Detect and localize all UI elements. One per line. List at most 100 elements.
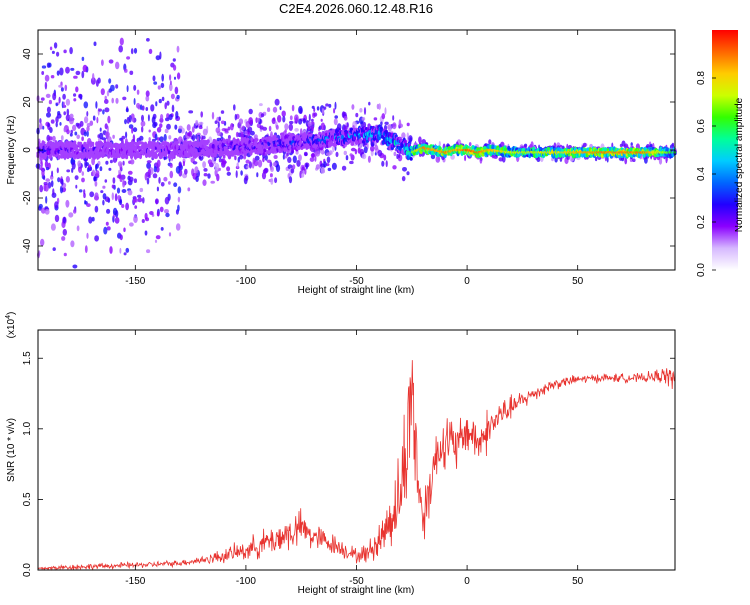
heatmap-cell [217,121,220,129]
heatmap-cell [241,125,245,131]
heatmap-cell [39,167,44,171]
heatmap-cell [132,198,136,204]
heatmap-cell [99,166,103,172]
heatmap-cell [86,130,89,137]
heatmap-cell [49,127,53,133]
colorbar-label: Normalized spectral amplitude [734,97,745,232]
heatmap-cell [86,111,89,117]
heatmap-cell [126,56,131,60]
heatmap-cell [161,96,165,102]
heatmap-cell [409,145,413,150]
heatmap-cell [326,156,331,164]
heatmap-cell [236,162,239,169]
heatmap-cell [84,200,87,205]
heatmap-cell [134,205,138,209]
heatmap-cell [157,85,161,90]
heatmap-cell [246,165,249,169]
heatmap-cell [53,42,58,49]
snr-ylabel: SNR (10 * v/v) [6,418,17,482]
heatmap-cell [107,115,111,124]
spectrogram-panel: -150 -100 -50 0 50 -40 -20 0 20 40 Height of str… [6,29,677,296]
heatmap-cell [164,196,170,205]
heatmap-cell [168,135,172,140]
heatmap-cell [46,112,51,118]
heatmap-cell [270,166,274,172]
heatmap-cell [168,114,173,121]
heatmap-cell [77,123,81,129]
heatmap-cell [161,73,164,82]
svg-text:(x104): (x104) [5,312,17,339]
heatmap-cell [78,189,83,193]
heatmap-cell [109,142,113,147]
heatmap-cell [309,157,315,163]
heatmap-cell [92,73,95,81]
heatmap-cell [136,89,140,95]
snr-x-axis: -150 -100 -50 0 50 [125,330,584,587]
heatmap-cell [55,121,58,128]
heatmap-cell [145,107,149,111]
heatmap-cell [152,173,158,179]
heatmap-cell [305,163,308,170]
heatmap-cell [99,127,102,132]
x-tick-label: -150 [125,276,145,287]
heatmap-cell [323,161,327,168]
heatmap-cell [169,83,173,92]
heatmap-cell [402,167,407,172]
heatmap-cell [177,127,182,134]
heatmap-cell [117,161,123,167]
heatmap-cell [170,93,175,100]
heatmap-cell [70,67,75,71]
x-tick-label: -50 [349,576,364,587]
heatmap-cell [132,127,138,133]
heatmap-cell [141,114,144,122]
heatmap-cell [168,232,172,237]
heatmap-cell [299,141,303,145]
heatmap-cell [115,61,120,70]
heatmap-cell [361,140,366,144]
heatmap-cell [151,138,156,142]
heatmap-cell [127,189,133,196]
heatmap-cell [392,122,397,130]
heatmap-cell [131,115,135,123]
heatmap-cell [153,166,157,173]
heatmap-cell [174,86,179,95]
heatmap-cell [119,178,123,183]
heatmap-cell [289,120,294,125]
y-tick-label: 0.0 [22,563,33,577]
heatmap-cell [41,71,45,75]
heatmap-cell [65,66,70,74]
heatmap-cell [44,183,49,192]
heatmap-cell [277,115,282,123]
heatmap-cell [52,188,55,196]
heatmap-cell [233,104,236,111]
heatmap-cell [288,145,292,150]
heatmap-cell [76,225,80,232]
heatmap-cell [198,121,204,125]
heatmap-cell [144,172,148,181]
heatmap-cell [45,178,50,182]
heatmap-cell [82,64,88,73]
heatmap-cell [262,169,268,174]
x-tick-label: 0 [464,276,470,287]
heatmap-cell [214,162,220,171]
spectrogram-ylabel: Frequency (Hz) [6,116,17,185]
heatmap-cell [56,167,59,174]
snr-scale-exponent: 4 [5,315,12,319]
snr-series-line [37,360,676,571]
heatmap-cell [139,104,143,111]
heatmap-cell [111,192,115,201]
heatmap-cell [86,123,91,128]
heatmap-cell [308,113,311,122]
heatmap-cell [269,173,273,178]
heatmap-cell [649,143,653,149]
figure-title: C2E4.2026.060.12.48.R16 [279,1,433,16]
heatmap-cell [218,116,221,122]
heatmap-cell [434,145,438,149]
heatmap-cell [226,171,231,176]
heatmap-cell [155,55,161,61]
heatmap-cell [248,108,253,115]
heatmap-cell [381,160,385,167]
heatmap-cell [115,84,119,89]
heatmap-cell [302,118,306,124]
heatmap-cell [43,181,48,186]
